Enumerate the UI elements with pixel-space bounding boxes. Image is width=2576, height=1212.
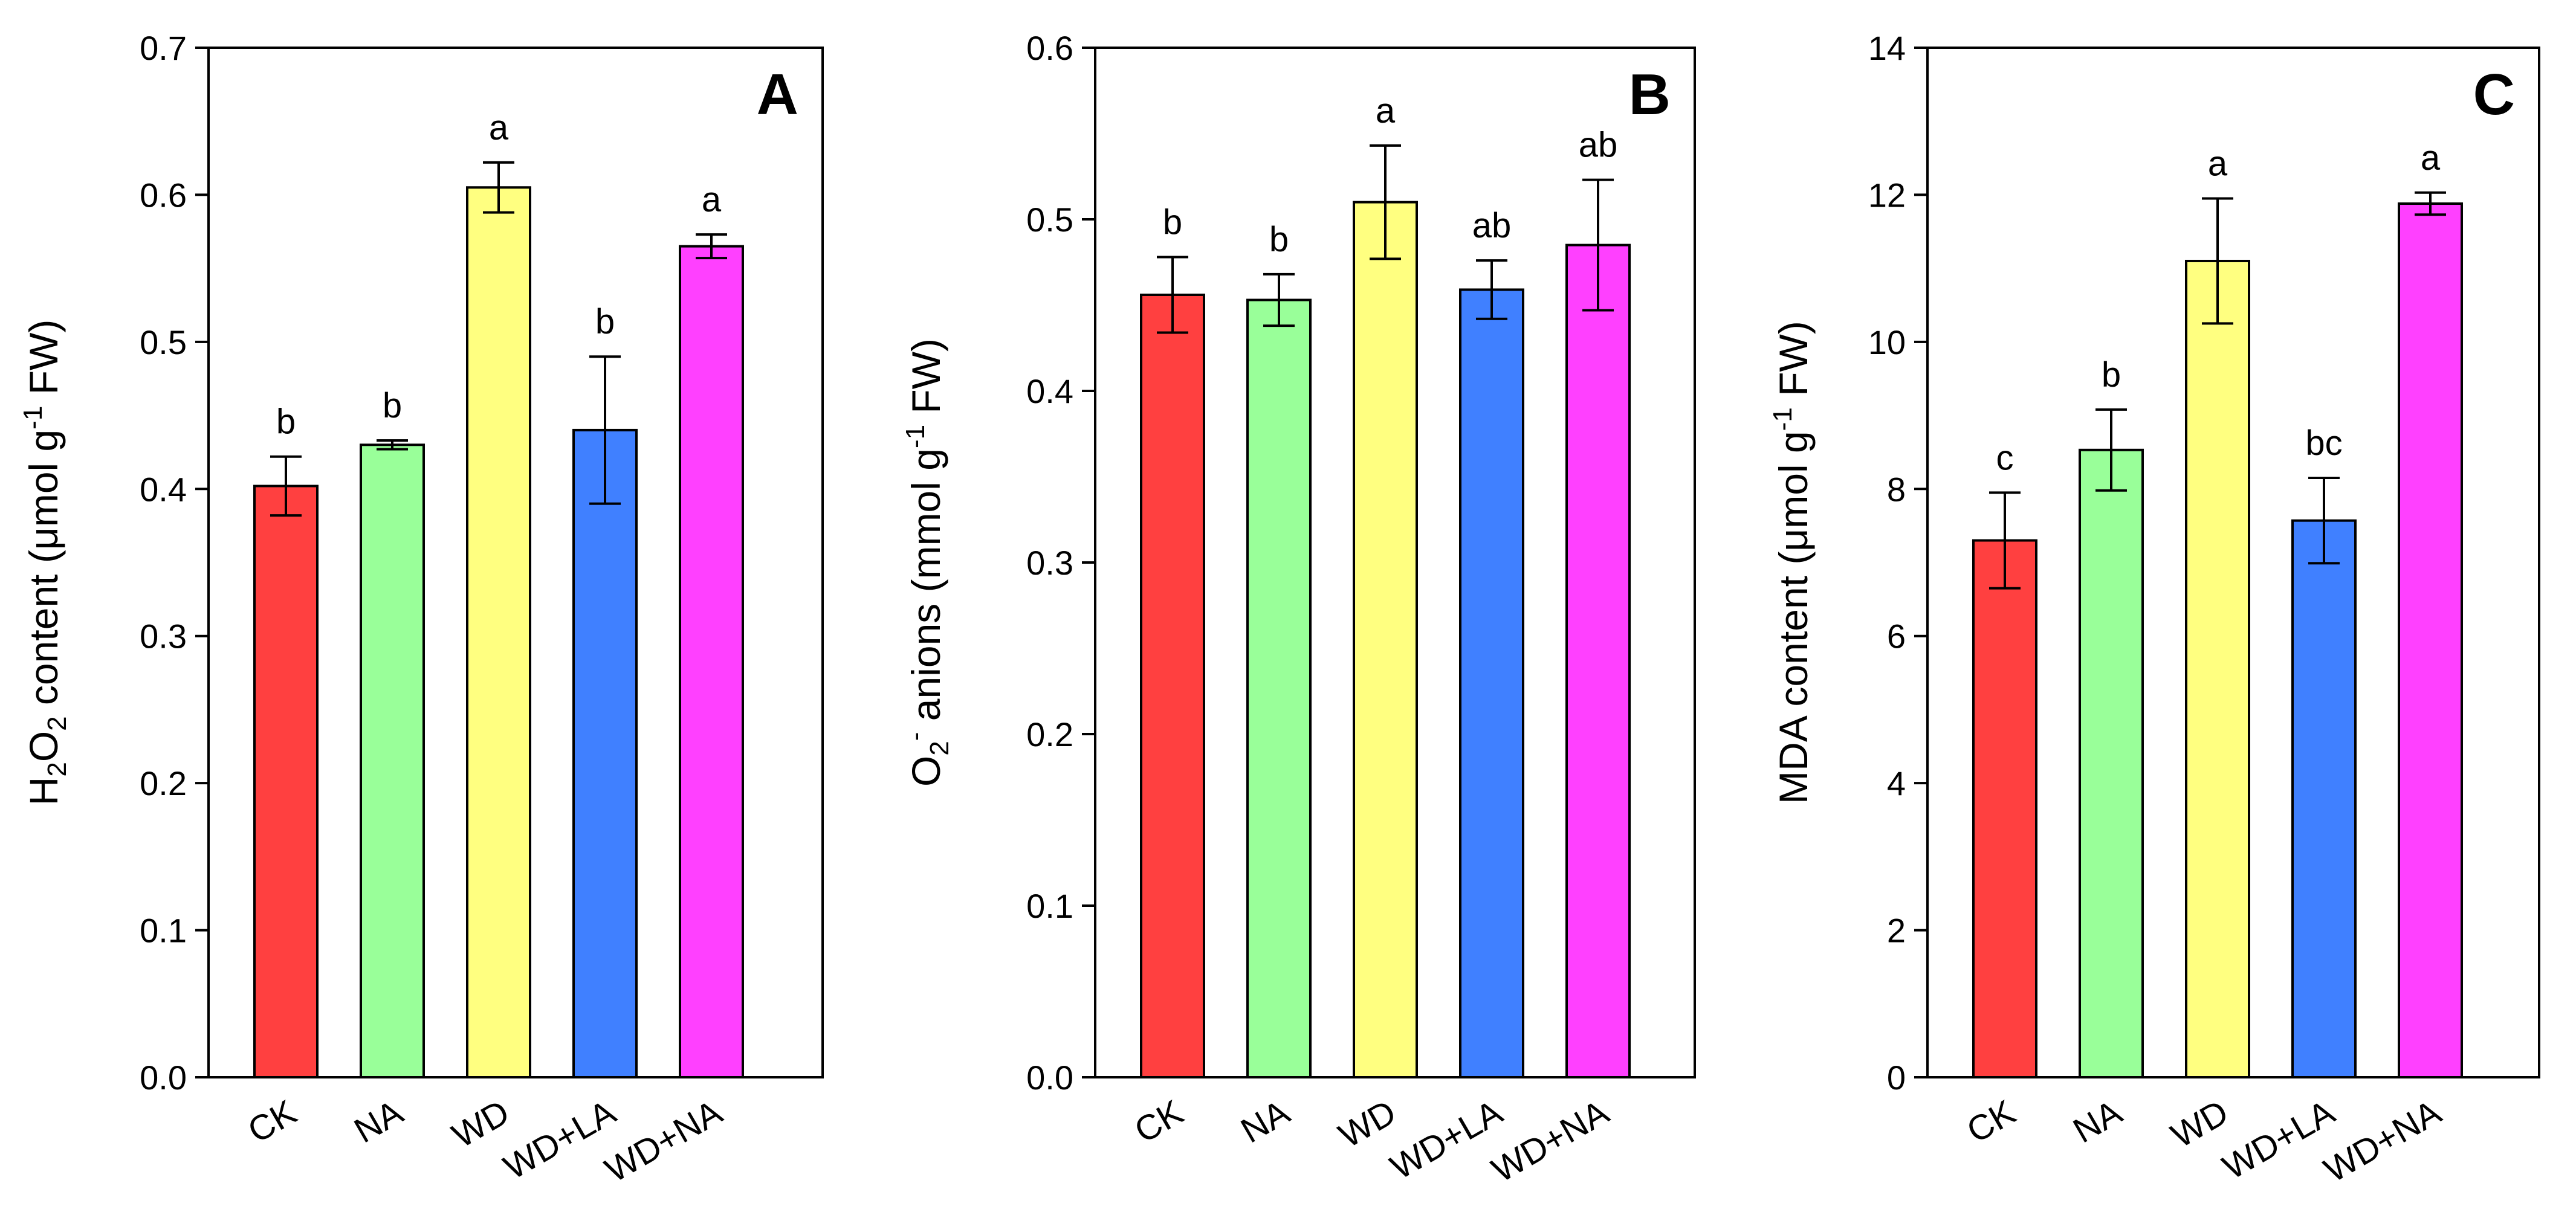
bar-na: [1246, 298, 1312, 1079]
y-tick-label: 0.3: [140, 617, 187, 656]
significance-letter: a: [489, 108, 509, 147]
ylabel-text-end: FW): [1771, 321, 1816, 407]
y-tick-label: 0.6: [140, 176, 187, 214]
y-tick-label: 6: [1887, 617, 1906, 656]
category-label: WD+NA: [1485, 1092, 1616, 1190]
ylabel-base: H: [21, 777, 66, 806]
significance-letter: c: [1996, 438, 2014, 477]
significance-letter: b: [595, 302, 615, 341]
ylabel-base: O: [904, 756, 948, 787]
ylabel-text-end: FW): [21, 320, 66, 406]
y-tick-label: 0.3: [1026, 544, 1073, 582]
panel-letter: C: [2473, 62, 2515, 127]
bar-ck: [1972, 539, 2037, 1078]
ylabel-subscript: 2: [925, 741, 954, 755]
y-tick-label: 12: [1868, 176, 1906, 214]
ylabel-text: MDA content (μmol g: [1771, 431, 1816, 804]
significance-letter: b: [1269, 220, 1289, 259]
ylabel-superscript: -1: [901, 425, 930, 448]
category-label: CK: [1960, 1092, 2022, 1151]
y-tick-label: 0.1: [140, 912, 187, 950]
y-tick-label: 2: [1887, 912, 1906, 950]
bar-wd: [2185, 259, 2250, 1078]
ylabel-subscript: 2: [42, 762, 72, 776]
category-label: NA: [2066, 1092, 2129, 1151]
significance-letter: a: [1376, 91, 1396, 131]
y-tick-label: 0.4: [140, 470, 187, 508]
panel-c: 0 2 4 6 8 10 12 14 MDA content (μmol g-1 FW) Cc CK…: [1768, 29, 2540, 1190]
significance-letter: a: [2421, 138, 2441, 178]
bar-ck: [1140, 293, 1205, 1079]
y-tick-label: 14: [1868, 29, 1906, 67]
bar-wd-la: [1459, 288, 1524, 1079]
y-tick-label: 0: [1887, 1059, 1906, 1097]
y-axis-title: H2O2 content (μmol g-1 FW): [18, 320, 72, 806]
ylabel-mid: O: [21, 731, 66, 762]
y-tick-label: 0.5: [140, 323, 187, 361]
y-axis-title: MDA content (μmol g-1 FW): [1768, 321, 1816, 804]
bar-wd: [1353, 201, 1418, 1079]
y-tick-label: 8: [1887, 470, 1906, 508]
category-label: WD: [1332, 1092, 1402, 1156]
significance-letter: bc: [2305, 424, 2342, 463]
bar-wd-na: [1565, 243, 1631, 1079]
y-tick-label: 0.5: [1026, 201, 1073, 239]
ylabel-superscript: -: [901, 732, 930, 741]
panel-b: 0.0 0.1 0.2 0.3 0.4 0.5 0.6 O2- anions (mmol g-…: [901, 29, 1696, 1190]
y-axis-title: O2- anions (mmol g-1 FW): [901, 338, 954, 787]
y-tick-label: 4: [1887, 764, 1906, 802]
bar-wd-na: [2398, 202, 2463, 1078]
bar-wd-la: [572, 428, 638, 1078]
significance-letter: ab: [1472, 206, 1512, 245]
significance-letter: b: [2102, 355, 2121, 395]
ylabel-subscript: 2: [42, 716, 72, 730]
category-label: WD+LA: [2216, 1092, 2341, 1187]
ylabel-superscript: -1: [18, 406, 48, 430]
bar-wd: [466, 186, 531, 1078]
bar-na: [360, 443, 425, 1078]
bar-na: [2079, 448, 2144, 1079]
significance-letter: b: [383, 386, 402, 425]
ylabel-text: anions (mmol g: [904, 448, 948, 732]
ylabel-text: content (μmol g: [21, 430, 66, 717]
y-tick-label: 0.0: [140, 1059, 187, 1097]
y-tick-label: 0.6: [1026, 29, 1073, 67]
y-tick-label: 0.7: [140, 29, 187, 67]
y-tick-label: 0.0: [1026, 1059, 1073, 1097]
significance-letter: b: [276, 402, 296, 442]
ylabel-text-end: FW): [904, 338, 948, 425]
category-label: NA: [348, 1092, 410, 1151]
panel-letter: A: [757, 62, 798, 127]
category-label: WD+LA: [1384, 1092, 1509, 1187]
category-label: WD+NA: [598, 1092, 729, 1190]
significance-letter: a: [702, 180, 722, 219]
bar-ck: [253, 485, 319, 1078]
category-label: NA: [1234, 1092, 1296, 1151]
significance-letter: ab: [1579, 126, 1618, 165]
bar-wd-na: [679, 245, 744, 1079]
category-label: WD: [2164, 1092, 2235, 1156]
significance-letter: b: [1163, 202, 1182, 242]
y-tick-label: 0.2: [140, 764, 187, 802]
panel-letter: B: [1629, 62, 1671, 127]
category-label: WD+NA: [2317, 1092, 2448, 1190]
category-label: WD: [445, 1092, 516, 1156]
category-label: WD+LA: [497, 1092, 623, 1187]
significance-letter: a: [2208, 144, 2228, 184]
y-tick-label: 0.2: [1026, 715, 1073, 753]
ylabel-superscript: -1: [1768, 407, 1798, 431]
category-label: CK: [241, 1092, 303, 1151]
y-tick-label: 0.1: [1026, 887, 1073, 925]
y-tick-label: 0.4: [1026, 372, 1073, 410]
y-tick-label: 10: [1868, 323, 1906, 361]
bar-wd-la: [2291, 519, 2357, 1078]
category-label: CK: [1128, 1092, 1190, 1151]
